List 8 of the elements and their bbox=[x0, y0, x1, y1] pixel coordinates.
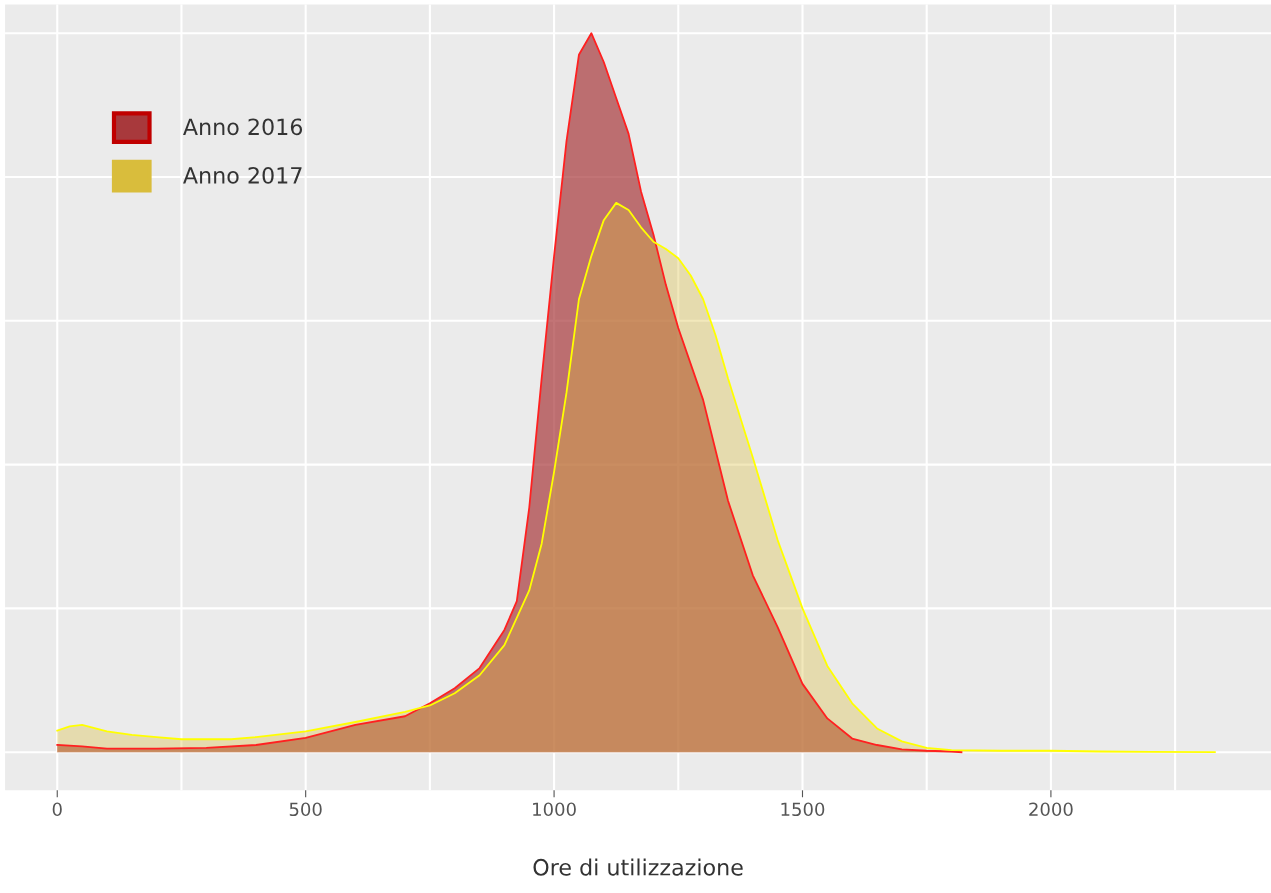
legend-label: Anno 2017 bbox=[183, 166, 302, 184]
x-tick-label: 500 bbox=[289, 802, 322, 817]
x-tick-label: 1000 bbox=[533, 802, 576, 817]
x-axis-title: Ore di utilizzazione bbox=[533, 858, 743, 876]
legend-label: Anno 2016 bbox=[183, 118, 303, 136]
x-tick-label: 0 bbox=[52, 802, 62, 817]
x-tick-label: 1500 bbox=[781, 802, 825, 817]
x-tick-label: 2000 bbox=[1029, 802, 1073, 817]
